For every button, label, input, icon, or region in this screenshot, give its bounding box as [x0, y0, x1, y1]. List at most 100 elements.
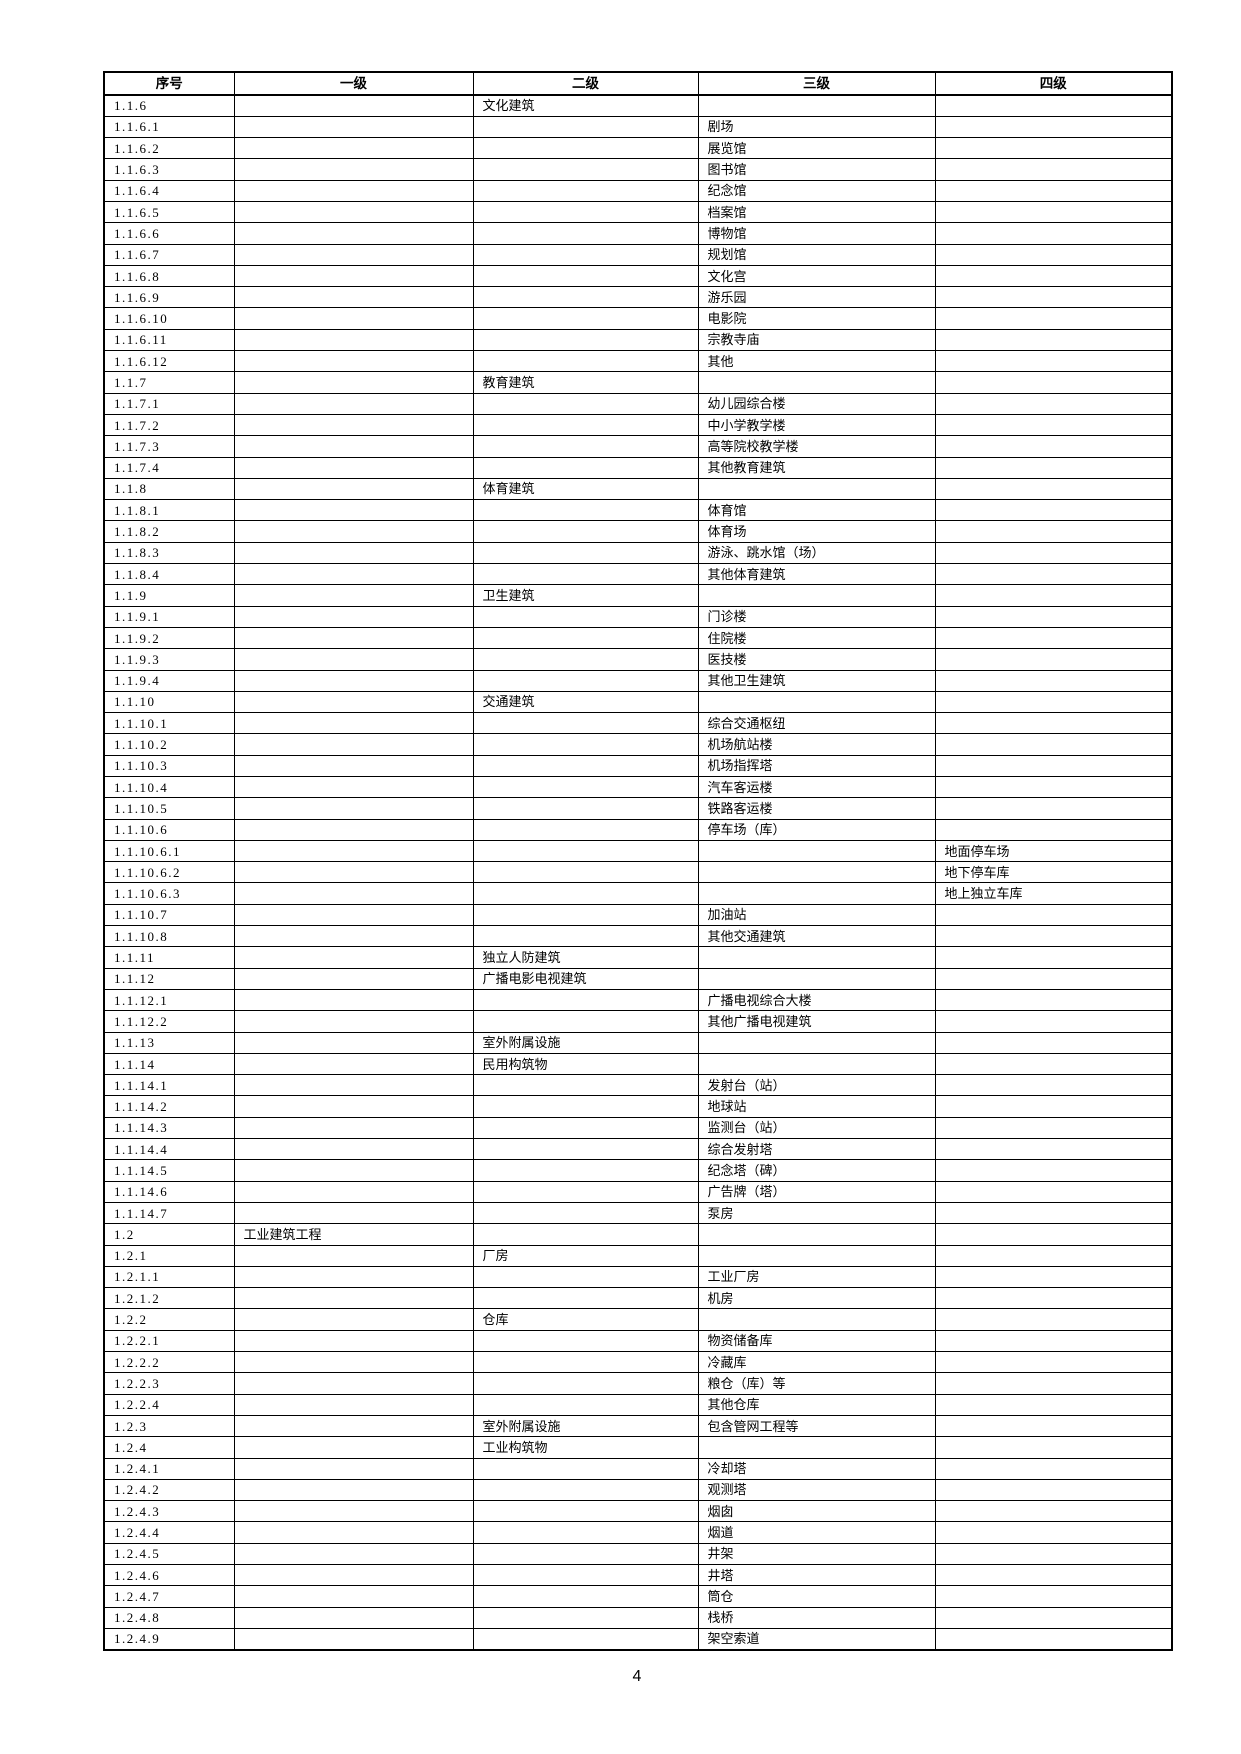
cell-level-3 [697, 861, 936, 884]
table-row: 1.2.4.5 井架 [103, 1542, 1173, 1565]
cell-serial-number: 1.1.8.3 [103, 541, 235, 565]
cell-serial-number: 1.2.2 [103, 1308, 235, 1331]
cell-level-3: 游泳、跳水馆（场） [697, 541, 936, 565]
cell-level-3: 纪念馆 [697, 179, 936, 202]
cell-serial-number: 1.1.14.5 [103, 1159, 235, 1182]
cell-level-4 [934, 1457, 1173, 1480]
cell-level-1 [233, 1372, 474, 1395]
table-row: 1.1.6.7 规划馆 [103, 243, 1173, 266]
cell-level-1 [233, 882, 474, 905]
cell-serial-number: 1.1.10.4 [103, 775, 235, 799]
cell-level-2: 广播电影电视建筑 [472, 967, 699, 990]
cell-level-3: 其他卫生建筑 [697, 669, 936, 692]
cell-level-3 [697, 1308, 936, 1331]
cell-level-2 [472, 1585, 699, 1608]
cell-serial-number: 1.1.10.7 [103, 903, 235, 927]
cell-level-4 [934, 1201, 1173, 1225]
cell-level-2 [472, 563, 699, 586]
cell-level-2 [472, 137, 699, 160]
table-row: 1.1.14 民用构筑物 [103, 1052, 1173, 1076]
table-row: 1.2.4.3 烟囱 [103, 1500, 1173, 1523]
cell-serial-number: 1.1.6.3 [103, 158, 235, 181]
table-row: 1.1.8.4 其他体育建筑 [103, 563, 1173, 586]
cell-level-1 [233, 94, 474, 117]
cell-level-4 [934, 669, 1173, 692]
classification-table: 序号 一级 二级 三级 四级 1.1.6 文化建筑 1.1.6.1 剧场 1.1.6.2… [103, 71, 1173, 1651]
table-row: 1.1.6.9 游乐园 [103, 286, 1173, 309]
cell-serial-number: 1.1.9 [103, 584, 235, 607]
cell-level-1 [233, 1265, 474, 1289]
cell-level-3: 文化宫 [697, 264, 936, 288]
cell-level-2 [472, 1478, 699, 1502]
cell-serial-number: 1.1.8.4 [103, 563, 235, 586]
cell-serial-number: 1.1.11 [103, 946, 235, 969]
cell-serial-number: 1.2.3 [103, 1414, 235, 1438]
table-row: 1.2.2.3 粮仓（库）等 [103, 1372, 1173, 1395]
table-row: 1.2.2.1 物资储备库 [103, 1329, 1173, 1353]
cell-level-4 [934, 1372, 1173, 1395]
table-row: 1.1.11 独立人防建筑 [103, 946, 1173, 969]
cell-level-2 [472, 1138, 699, 1161]
cell-serial-number: 1.1.14 [103, 1052, 235, 1076]
cell-serial-number: 1.1.7.3 [103, 435, 235, 458]
table-row: 1.1.8.2 体育场 [103, 520, 1173, 543]
table-row: 1.1.7.1 幼儿园综合楼 [103, 392, 1173, 415]
table-row: 1.1.9 卫生建筑 [103, 584, 1173, 607]
table-row: 1.2.4.4 烟道 [103, 1521, 1173, 1544]
cell-level-3: 加油站 [697, 903, 936, 927]
cell-serial-number: 1.1.14.2 [103, 1095, 235, 1118]
cell-level-1 [233, 435, 474, 458]
cell-level-2 [472, 286, 699, 309]
cell-level-1 [233, 137, 474, 160]
table-row: 1.2.4.8 栈桥 [103, 1606, 1173, 1629]
cell-level-4 [934, 1031, 1173, 1054]
cell-serial-number: 1.2.4.1 [103, 1457, 235, 1480]
cell-level-3: 住院楼 [697, 626, 936, 650]
cell-level-1 [233, 413, 474, 437]
cell-level-1 [233, 541, 474, 565]
cell-level-2 [472, 435, 699, 458]
cell-level-2 [472, 520, 699, 543]
table-row: 1.1.6.10 电影院 [103, 307, 1173, 330]
cell-level-1 [233, 1116, 474, 1140]
cell-level-2: 仓库 [472, 1308, 699, 1331]
cell-serial-number: 1.1.10.6.3 [103, 882, 235, 905]
table-row: 1.1.10.6 停车场（库） [103, 818, 1173, 841]
cell-level-4 [934, 797, 1173, 820]
table-row: 1.1.10.4 汽车客运楼 [103, 775, 1173, 799]
cell-level-4 [934, 605, 1173, 628]
cell-level-1 [233, 499, 474, 522]
table-row: 1.1.6.2 展览馆 [103, 137, 1173, 160]
cell-level-2: 教育建筑 [472, 371, 699, 394]
cell-level-4 [934, 1627, 1173, 1651]
table-header-row: 序号 一级 二级 三级 四级 [103, 71, 1173, 96]
cell-level-4 [934, 1116, 1173, 1140]
cell-level-2 [472, 1074, 699, 1097]
cell-level-3: 其他交通建筑 [697, 925, 936, 948]
cell-serial-number: 1.1.7 [103, 371, 235, 394]
cell-level-4 [934, 392, 1173, 415]
table-row: 1.1.6.4 纪念馆 [103, 179, 1173, 202]
cell-serial-number: 1.1.6.4 [103, 179, 235, 202]
cell-level-1 [233, 1308, 474, 1331]
cell-level-1: 工业建筑工程 [233, 1223, 474, 1246]
cell-level-1 [233, 1095, 474, 1118]
cell-level-3: 档案馆 [697, 200, 936, 224]
cell-level-1 [233, 158, 474, 181]
table-row: 1.1.14.6 广告牌（塔） [103, 1180, 1173, 1203]
cell-serial-number: 1.1.14.1 [103, 1074, 235, 1097]
cell-level-3: 体育馆 [697, 499, 936, 522]
cell-level-2 [472, 839, 699, 863]
cell-level-4 [934, 137, 1173, 160]
table-row: 1.1.13 室外附属设施 [103, 1031, 1173, 1054]
cell-level-2 [472, 1393, 699, 1416]
cell-level-4 [934, 563, 1173, 586]
cell-level-4 [934, 179, 1173, 202]
cell-level-1 [233, 712, 474, 735]
cell-level-1 [233, 328, 474, 352]
cell-level-4 [934, 413, 1173, 437]
cell-level-4 [934, 1244, 1173, 1267]
cell-level-2 [472, 754, 699, 778]
cell-level-2: 室外附属设施 [472, 1031, 699, 1054]
cell-level-4 [934, 477, 1173, 501]
